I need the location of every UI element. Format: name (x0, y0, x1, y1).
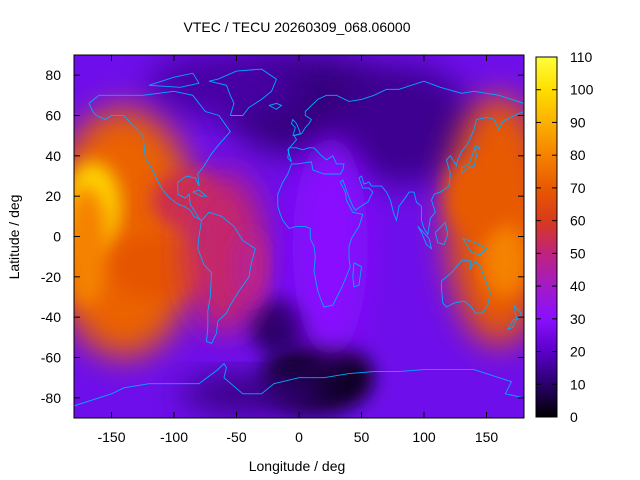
chart-title: VTEC / TECU 20260309_068.06000 (183, 19, 410, 35)
colorbar-tick-label: 30 (570, 311, 586, 327)
y-axis-ticks: -80 -60 -40 -20 0 20 40 60 80 (41, 67, 524, 406)
coastline-new-guinea (462, 238, 488, 256)
y-tick-label: -60 (41, 350, 61, 366)
coastline-iceland (268, 102, 283, 110)
heatmap-blob (292, 135, 368, 358)
coastline-madagascar (352, 262, 362, 288)
heatmap-blob (74, 186, 109, 308)
colorbar-tick-label: 0 (570, 409, 578, 425)
colorbar-tick-label: 20 (570, 344, 586, 360)
y-tick-label: 20 (45, 188, 61, 204)
coastline-africa-eurasia (277, 80, 524, 308)
heatmap-blob (149, 55, 299, 118)
colorbar-tick-label: 60 (570, 213, 586, 229)
heatmap-blob (231, 230, 267, 304)
colorbar (535, 56, 558, 418)
x-axis-ticks: -150 -100 -50 0 50 100 150 (97, 55, 498, 445)
coastline-indonesia-sumatra (417, 226, 433, 250)
x-tick-label: -100 (160, 429, 188, 445)
heatmap-blobs (74, 55, 524, 414)
heatmap-blob (336, 65, 474, 187)
heatmap-blob (74, 107, 199, 358)
y-tick-label: 40 (45, 148, 61, 164)
coastline-uk (290, 118, 301, 137)
x-tick-label: 150 (475, 429, 499, 445)
colorbar-tick-label: 100 (570, 82, 594, 98)
coastline-antarctica (74, 362, 524, 407)
y-tick-label: 0 (53, 229, 61, 245)
colorbar-tick-label: 40 (570, 278, 586, 294)
coastline-south-america (197, 211, 256, 344)
coastline-arctic-islands (148, 72, 200, 88)
coastline-north-america (88, 90, 231, 221)
heatmap-area (74, 55, 524, 418)
heatmap-blob (249, 299, 312, 356)
colorbar-tick-label: 80 (570, 147, 586, 163)
colorbar-ticks: 0 10 20 30 40 50 60 70 80 90 100 110 (536, 49, 594, 425)
x-tick-label: 0 (295, 429, 303, 445)
y-tick-label: -80 (41, 390, 61, 406)
coastline-greenland (208, 68, 278, 116)
coastline-new-zealand (506, 304, 523, 331)
colorbar-tick-label: 50 (570, 245, 586, 261)
heatmap-blob (446, 159, 502, 233)
coastline-indonesia-borneo (434, 221, 449, 246)
coastline-japan (461, 145, 482, 175)
x-tick-label: -150 (97, 429, 125, 445)
colorbar-tick-label: 110 (570, 49, 593, 65)
colorbar-tick-label: 90 (570, 114, 586, 130)
colorbar-tick-label: 10 (570, 376, 586, 392)
x-axis-label: Longitude / deg (249, 458, 346, 474)
x-tick-label: -50 (226, 429, 246, 445)
y-tick-label: -20 (41, 269, 61, 285)
y-tick-label: 80 (45, 67, 61, 83)
coastline-cuba (192, 189, 208, 197)
y-tick-label: -40 (41, 309, 61, 325)
heatmap-blob (482, 224, 524, 297)
y-axis-label: Latitude / deg (6, 195, 22, 280)
coastlines (74, 68, 524, 407)
x-tick-label: 100 (412, 429, 436, 445)
x-tick-label: 50 (354, 429, 370, 445)
colorbar-tick-label: 70 (570, 180, 586, 196)
y-tick-label: 60 (45, 108, 61, 124)
coastline-australia (441, 259, 491, 314)
